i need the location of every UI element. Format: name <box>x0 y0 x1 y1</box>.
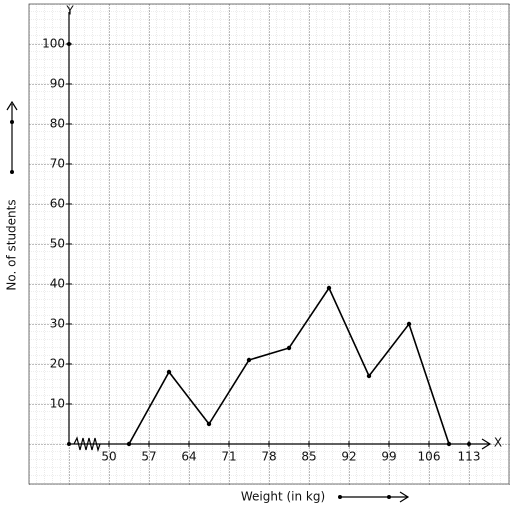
axes <box>6 12 492 503</box>
x-tick-label: 85 <box>301 450 316 464</box>
point <box>166 369 172 375</box>
point <box>406 321 412 327</box>
y-axis-label: No. of students <box>5 199 19 290</box>
x-tick-label: 78 <box>261 450 276 464</box>
x-tick-label: 64 <box>181 450 196 464</box>
graph-paper <box>28 3 510 485</box>
x-tick-label: 71 <box>221 450 236 464</box>
decor-dots <box>10 42 471 499</box>
x-tick-label: 113 <box>458 450 481 464</box>
point <box>246 357 252 363</box>
point <box>126 441 132 447</box>
point <box>326 285 332 291</box>
y-tick-label: 10 <box>50 397 65 411</box>
point <box>366 373 372 379</box>
point <box>206 421 212 427</box>
point <box>446 441 452 447</box>
y-tick-label: 60 <box>50 197 65 211</box>
y-tick-label: 90 <box>50 77 65 91</box>
x-axis-label: Weight (in kg) <box>241 490 325 504</box>
y-tick-label: 40 <box>50 277 65 291</box>
x-tick-label: 106 <box>418 450 441 464</box>
y-tick-label: 50 <box>50 237 65 251</box>
point <box>286 345 292 351</box>
x-tick-label: 57 <box>141 450 156 464</box>
y-tick-label: 30 <box>50 317 65 331</box>
x-tick-label: 99 <box>381 450 396 464</box>
x-axis-name: X <box>494 436 502 450</box>
y-tick-label: 20 <box>50 357 65 371</box>
y-axis-name: Y <box>65 4 74 18</box>
y-tick-label: 70 <box>50 157 65 171</box>
y-tick-label: 80 <box>50 117 65 131</box>
x-tick-label: 50 <box>101 450 116 464</box>
x-tick-label: 92 <box>341 450 356 464</box>
y-tick-label: 100 <box>42 37 65 51</box>
